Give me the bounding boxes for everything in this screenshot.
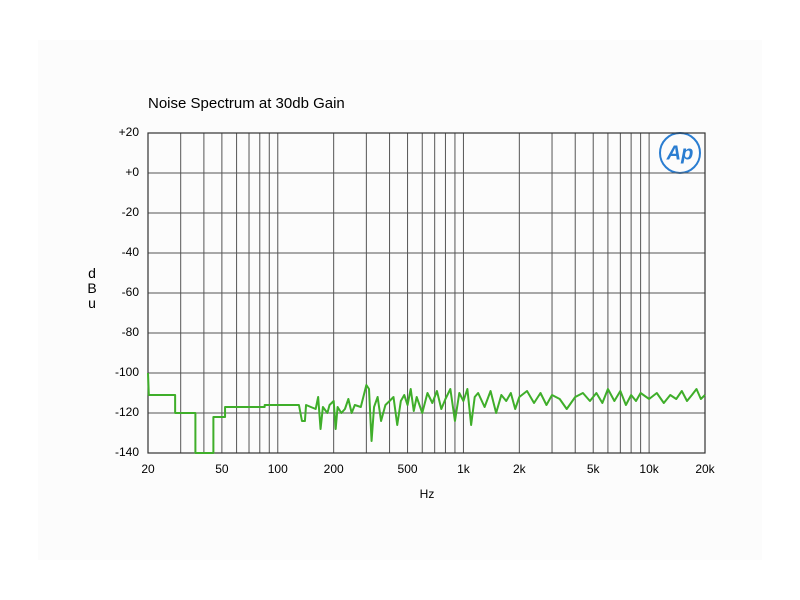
x-tick-label: 2k <box>513 462 527 476</box>
y-tick-label: -40 <box>122 245 140 259</box>
x-tick-label: 100 <box>268 462 288 476</box>
x-tick-label: 20 <box>141 462 155 476</box>
y-tick-label: +20 <box>119 125 140 139</box>
x-tick-label: 5k <box>587 462 601 476</box>
logo: Ap <box>666 142 694 164</box>
x-tick-label: 20k <box>695 462 715 476</box>
y-tick-label: -20 <box>122 205 140 219</box>
y-tick-label: -120 <box>115 405 139 419</box>
y-axis-label: dBu <box>87 265 97 311</box>
x-tick-label: 200 <box>324 462 344 476</box>
x-tick-label: 500 <box>398 462 418 476</box>
plot-border <box>147 132 706 454</box>
y-tick-label: -140 <box>115 445 139 459</box>
line <box>147 372 706 454</box>
chart-title: Noise Spectrum at 30db Gain <box>148 95 345 112</box>
y-tick-label: -60 <box>122 285 140 299</box>
x-tick-label: 50 <box>215 462 229 476</box>
panel <box>38 40 762 560</box>
y-tick-label: -80 <box>122 325 140 339</box>
x-axis-label: Hz <box>420 487 435 501</box>
x-tick-label: 1k <box>457 462 471 476</box>
y-tick-label: -100 <box>115 365 139 379</box>
x-tick-label: 10k <box>639 462 659 476</box>
y-tick-label: +0 <box>125 165 139 179</box>
